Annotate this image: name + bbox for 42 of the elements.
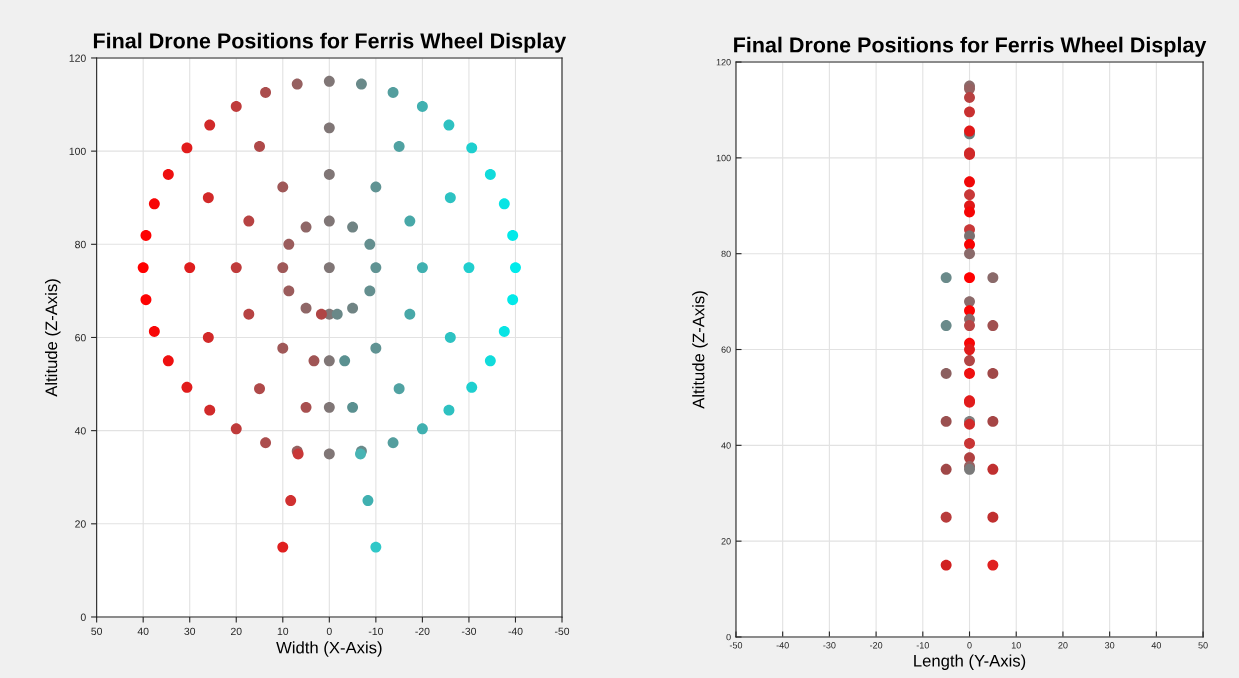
- y-tick-label: 40: [721, 442, 731, 449]
- y-axis-title: Altitude (Z-Axis): [692, 291, 708, 409]
- y-tick-label: 100: [716, 154, 731, 162]
- x-tick-label: 20: [230, 627, 242, 636]
- x-tick-label: -10: [916, 642, 929, 649]
- x-axis-title: Length (Y-Axis): [914, 654, 1026, 670]
- x-tick-label: -20: [869, 642, 883, 649]
- x-tick-label: 30: [184, 627, 196, 636]
- y-tick-label: 60: [75, 333, 86, 342]
- x-tick-label: 20: [1058, 642, 1068, 649]
- y-tick-label: 20: [721, 538, 731, 545]
- y-tick-label: 0: [80, 613, 86, 621]
- x-tick-label: -30: [461, 627, 477, 636]
- y-tick-label: 0: [726, 633, 731, 641]
- chart-title: Final Drone Positions for Ferris Wheel Display: [93, 32, 567, 53]
- x-tick-label: -50: [554, 627, 570, 636]
- x-tick-label: 0: [967, 642, 972, 649]
- x-tick-label: 10: [277, 627, 289, 636]
- x-tick-label: 0: [326, 627, 332, 636]
- y-tick-label: 120: [69, 54, 86, 62]
- y-tick-label: 100: [69, 147, 86, 156]
- x-tick-label: 50: [91, 627, 103, 636]
- x-tick-label: -50: [729, 642, 743, 649]
- y-tick-label: 40: [74, 427, 86, 435]
- x-tick-label: 50: [1198, 642, 1208, 649]
- x-tick-label: 10: [1011, 642, 1021, 649]
- chart-title: Final Drone Positions for Ferris Wheel Display: [734, 36, 1207, 57]
- y-tick-label: 20: [75, 520, 86, 528]
- x-tick-label: -30: [823, 642, 836, 649]
- x-axis-title: Width (X-Axis): [276, 641, 382, 657]
- x-tick-label: 30: [1104, 642, 1115, 649]
- x-tick-label: -40: [508, 627, 523, 636]
- x-tick-label: 40: [1151, 642, 1162, 649]
- x-tick-label: -10: [368, 627, 383, 636]
- x-tick-label: -40: [776, 642, 789, 649]
- y-tick-label: 80: [721, 250, 731, 258]
- y-axis-title: Altitude (Z-Axis): [44, 279, 61, 397]
- y-tick-label: 80: [75, 240, 86, 249]
- x-tick-label: -20: [415, 627, 430, 636]
- x-tick-label: 40: [137, 627, 149, 636]
- y-tick-label: 120: [716, 59, 731, 66]
- y-tick-label: 60: [721, 346, 731, 353]
